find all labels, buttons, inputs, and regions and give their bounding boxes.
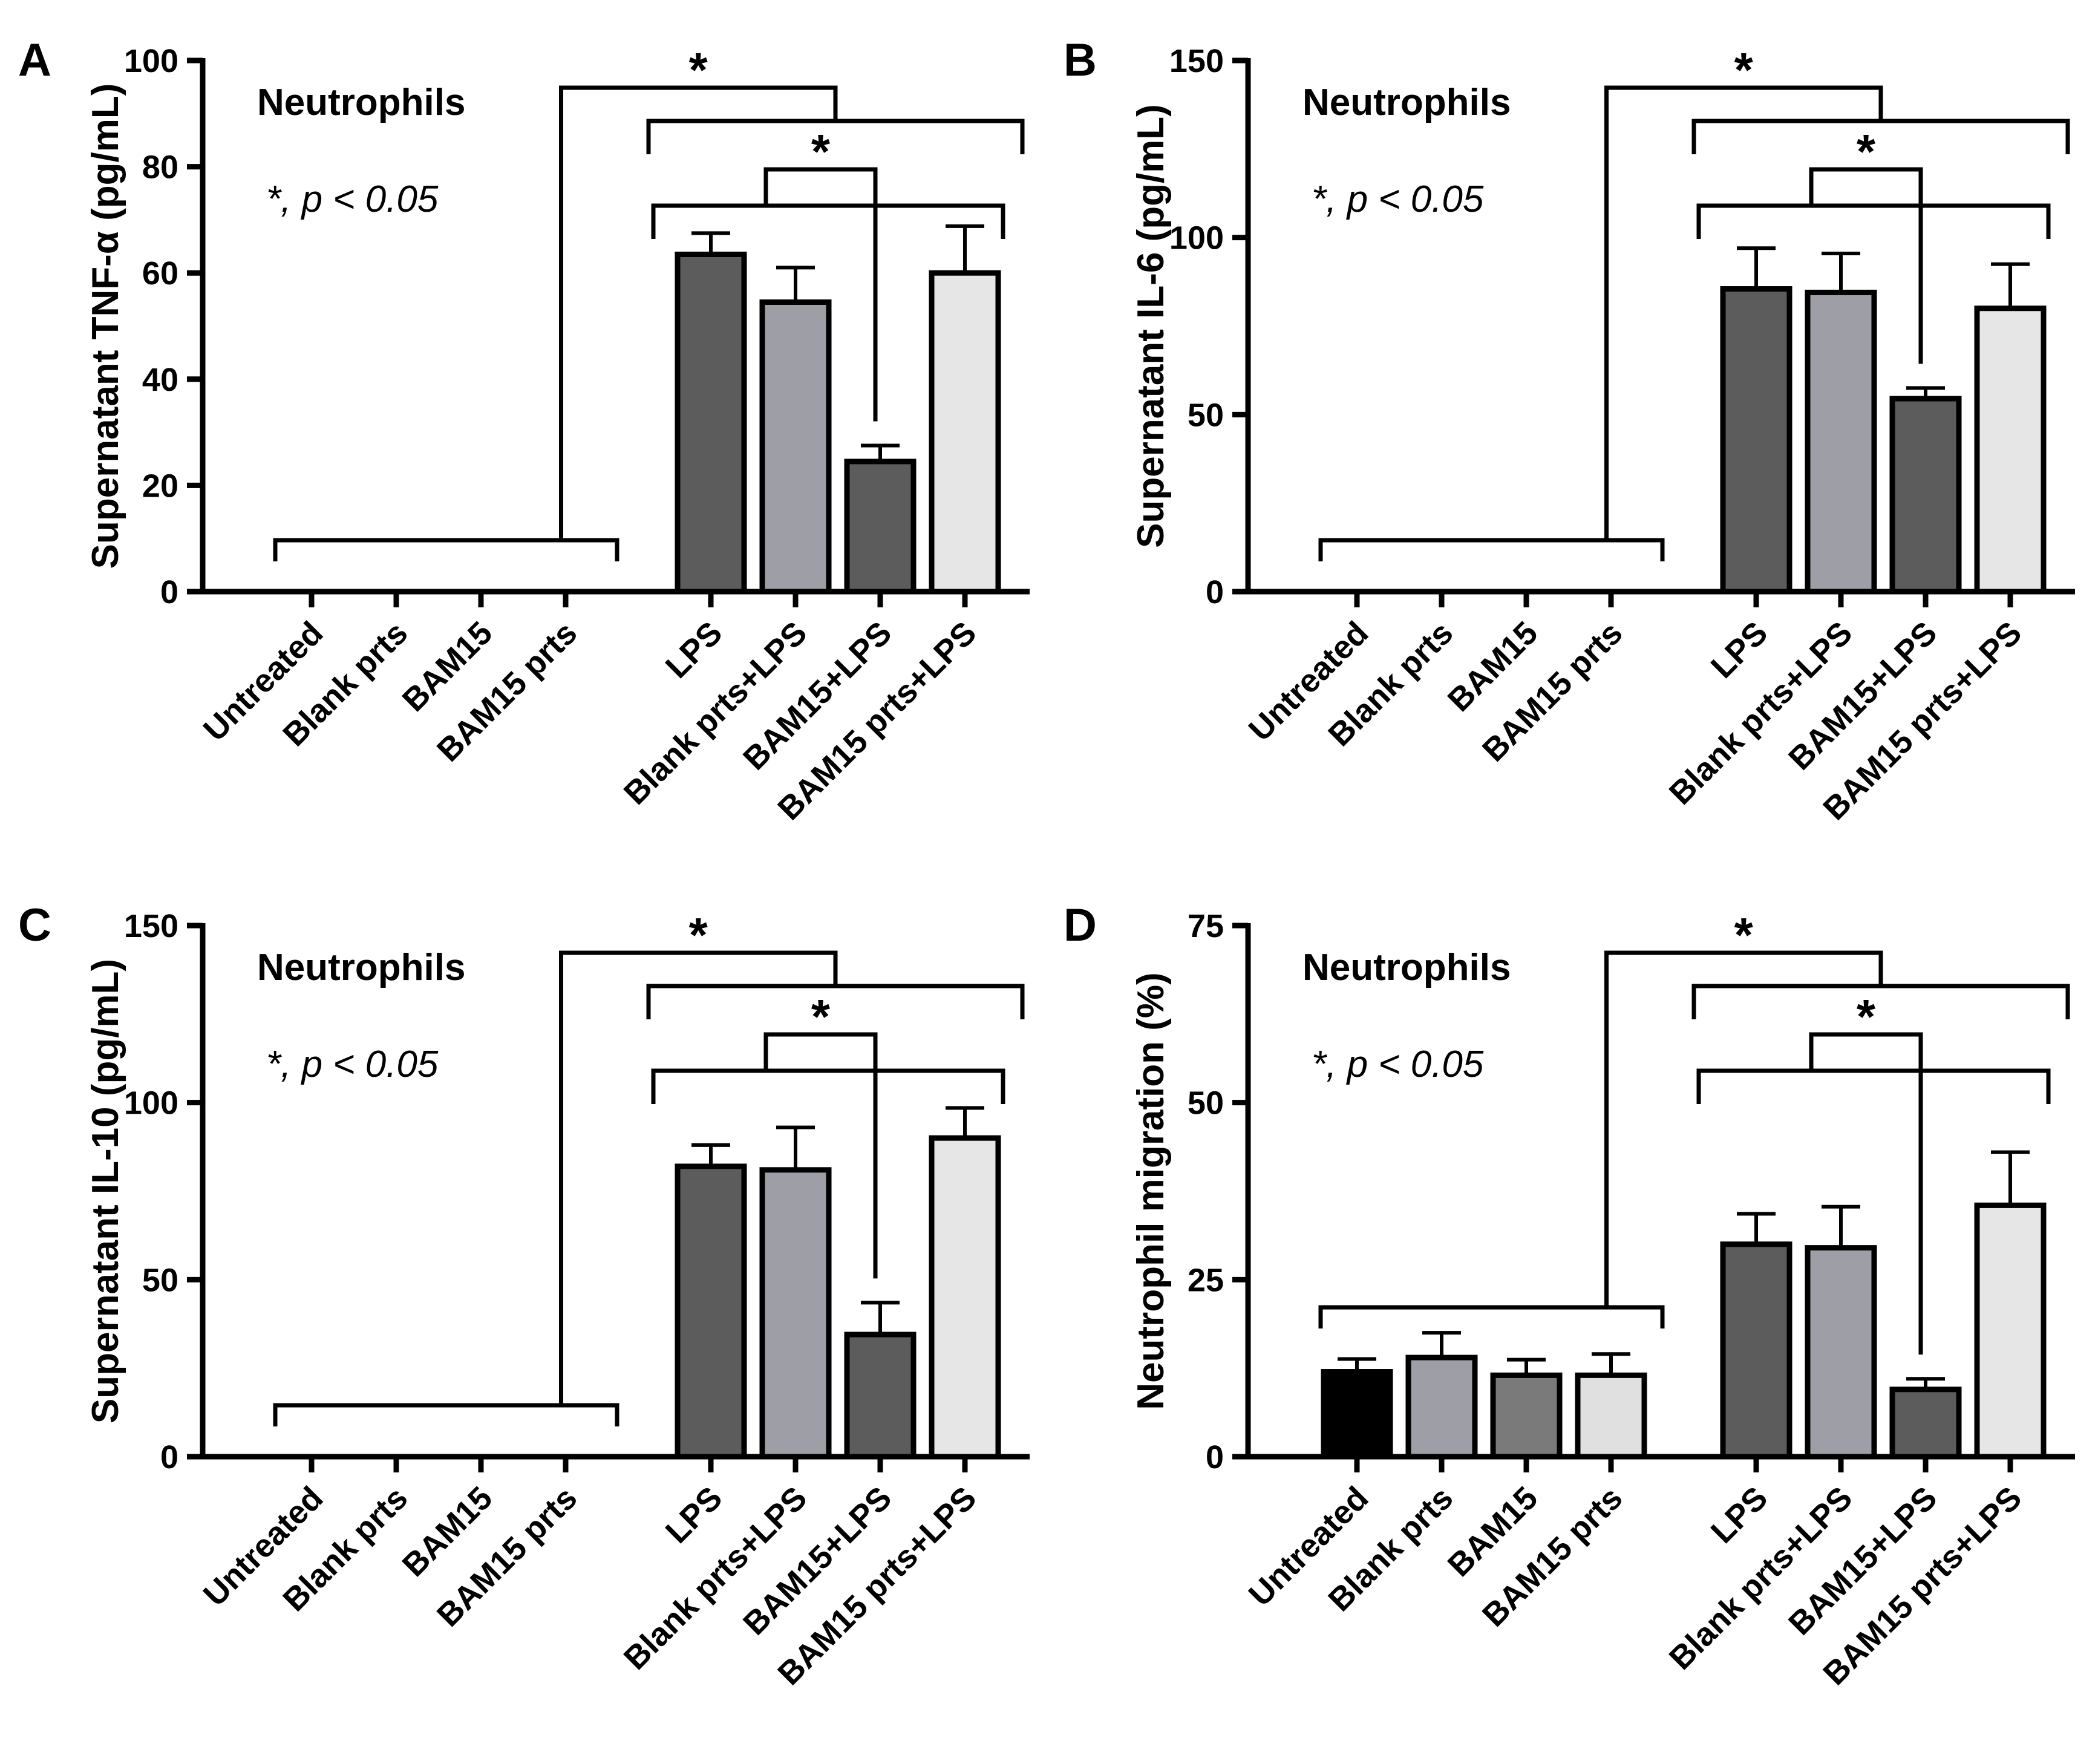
x-tick-label: BAM15+LPS <box>1782 1480 1944 1642</box>
bracket-controls <box>1318 1305 1665 1329</box>
bar <box>1889 396 1962 595</box>
group-label: Neutrophils <box>1302 82 1511 123</box>
significance-star: * <box>689 908 708 962</box>
panel-letter: D <box>1064 900 1097 951</box>
bracket-bam15-lps <box>1809 1032 1923 1355</box>
chart-panel-c: C 0 50 100 150 Supernatant IL-10 (pg/mL) Neutr… <box>18 900 1030 1692</box>
bar <box>1490 1372 1563 1460</box>
bar <box>844 1331 917 1460</box>
chart-panel-b: B 0 50 100 150 Supernatant IL-6 (pg/mL) Neutro… <box>1064 34 2075 827</box>
bracket-treated <box>651 203 1005 239</box>
y-tick-label: 80 <box>142 149 178 186</box>
bracket-link <box>559 950 838 1405</box>
significance-star: * <box>1734 908 1754 962</box>
bar <box>759 1167 832 1460</box>
y-tick-label: 150 <box>1169 43 1224 79</box>
y-axis-label: Neutrophil migration (%) <box>1130 972 1172 1410</box>
significance-star: * <box>1734 43 1754 97</box>
bar <box>1805 289 1877 595</box>
x-tick-label: LPS <box>1704 1480 1775 1550</box>
significance-note: *, p < 0.05 <box>266 178 439 220</box>
bar <box>675 251 747 595</box>
y-tick-label: 0 <box>1206 574 1224 610</box>
y-tick-label: 0 <box>160 574 178 610</box>
y-axis-label: Supernatant TNF-α (pg/mL) <box>85 83 126 569</box>
bar <box>1575 1372 1647 1460</box>
bracket-treated <box>1696 1068 2051 1104</box>
y-axis-label: Supernatant IL-10 (pg/mL) <box>85 959 126 1423</box>
significance-star: * <box>811 125 831 178</box>
bracket-bam15-lps <box>763 1032 878 1279</box>
bracket-treated <box>1696 203 2051 239</box>
bracket-controls <box>273 538 619 561</box>
y-tick-label: 60 <box>142 255 178 292</box>
chart-panel-d: D 0 25 50 75 Neutrophil migration (%) Neutroph… <box>1064 900 2075 1692</box>
bar <box>675 1163 747 1460</box>
x-tick-label: LPS <box>659 1480 730 1550</box>
bracket-controls <box>1318 538 1665 561</box>
y-tick-label: 40 <box>142 362 178 398</box>
bracket-link <box>1604 85 1883 540</box>
y-tick-label: 50 <box>1188 1085 1224 1122</box>
panel-letter: C <box>18 900 51 951</box>
group-label: Neutrophils <box>1302 947 1511 988</box>
bar <box>844 459 917 595</box>
y-tick-label: 50 <box>142 1262 178 1298</box>
panel-letter: A <box>18 34 51 86</box>
bracket-lps-group <box>1691 984 2070 1019</box>
bar <box>1720 1241 1792 1460</box>
significance-note: *, p < 0.05 <box>266 1044 439 1085</box>
bracket-link <box>1604 950 1883 1308</box>
bracket-controls <box>273 1403 619 1426</box>
bracket-treated <box>651 1068 1005 1104</box>
y-tick-label: 0 <box>1206 1439 1224 1475</box>
y-tick-label: 100 <box>124 43 178 79</box>
y-tick-label: 100 <box>1169 220 1224 256</box>
y-tick-label: 100 <box>124 1085 178 1122</box>
group-label: Neutrophils <box>257 82 465 123</box>
panel-letter: B <box>1064 34 1097 86</box>
x-tick-label: LPS <box>1704 615 1775 685</box>
x-tick-label: BAM15+LPS <box>736 1480 898 1642</box>
bar <box>1974 1202 2047 1460</box>
x-tick-label: BAM15+LPS <box>736 615 898 777</box>
bar <box>759 299 832 595</box>
bar <box>1405 1354 1478 1460</box>
significance-note: *, p < 0.05 <box>1312 1044 1484 1085</box>
y-tick-label: 20 <box>142 468 178 504</box>
group-label: Neutrophils <box>257 947 465 988</box>
y-tick-label: 150 <box>124 908 178 944</box>
bar <box>929 1135 1001 1460</box>
bar <box>1889 1387 1962 1460</box>
bar <box>1321 1369 1393 1460</box>
significance-star: * <box>689 43 708 97</box>
bracket-link <box>559 85 838 540</box>
bracket-bam15-lps <box>1809 167 1923 364</box>
y-tick-label: 50 <box>1188 397 1224 433</box>
bar <box>1805 1245 1877 1460</box>
bracket-lps-group <box>646 984 1025 1019</box>
y-tick-label: 75 <box>1188 908 1224 944</box>
y-tick-label: 0 <box>160 1439 178 1475</box>
bracket-bam15-lps <box>763 167 878 422</box>
x-tick-label: BAM15+LPS <box>1782 615 1944 777</box>
bracket-lps-group <box>646 119 1025 154</box>
y-axis-label: Supernatant IL-6 (pg/mL) <box>1130 104 1172 548</box>
significance-star: * <box>1857 990 1876 1044</box>
bar <box>1720 286 1792 595</box>
chart-panel-a: A 0 20 40 60 80 100 Supernatant TNF-α (pg/mL) Ne… <box>18 34 1030 827</box>
y-tick-label: 25 <box>1188 1262 1224 1298</box>
bar <box>929 270 1001 595</box>
bracket-lps-group <box>1691 119 2070 154</box>
significance-note: *, p < 0.05 <box>1312 178 1484 220</box>
x-tick-label: LPS <box>659 615 730 685</box>
significance-star: * <box>1857 125 1876 178</box>
bar <box>1974 305 2047 595</box>
significance-star: * <box>811 990 831 1044</box>
